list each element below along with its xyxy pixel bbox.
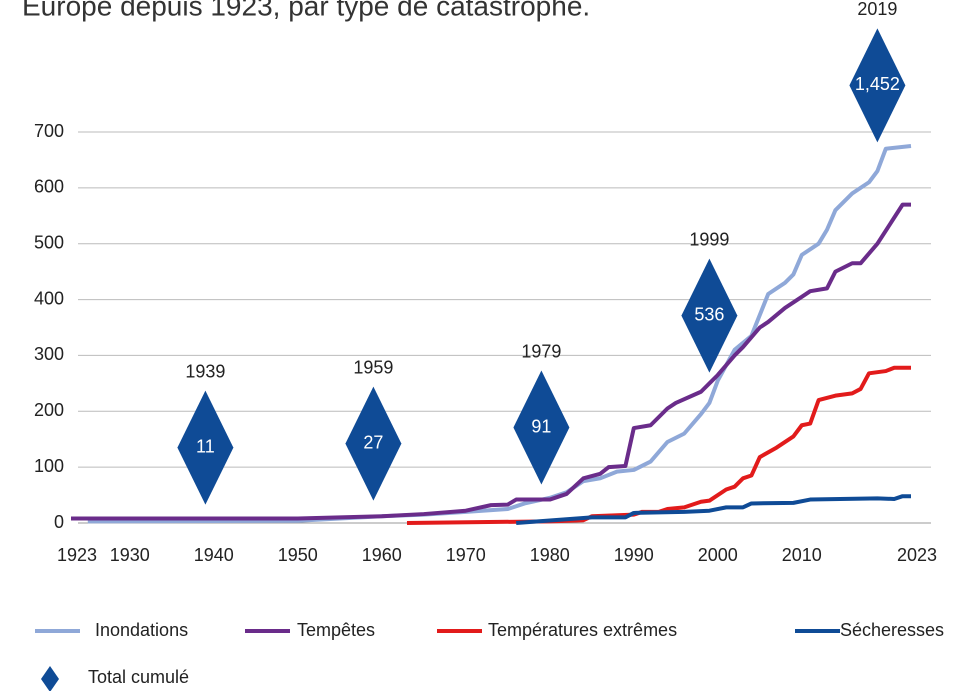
cumulative-year: 2019 (857, 0, 897, 19)
x-tick-label: 1980 (530, 545, 570, 565)
cumulative-year: 1979 (521, 341, 561, 361)
line-series (516, 494, 911, 525)
y-tick-label: 100 (34, 456, 64, 476)
x-tick-label: 1930 (110, 545, 150, 565)
legend-label: Inondations (95, 620, 188, 640)
x-tick-label: 2000 (698, 545, 738, 565)
cumulative-year: 1959 (353, 357, 393, 377)
chart-title: Europe depuis 1923, par type de catastro… (22, 0, 590, 21)
y-tick-label: 200 (34, 400, 64, 420)
legend-label: Tempêtes (297, 620, 375, 640)
cumulative-label: 536 (694, 304, 724, 324)
x-tick-label: 1923 (57, 545, 97, 565)
cumulative-diamond (177, 390, 234, 505)
x-tick-label: 1960 (362, 545, 402, 565)
y-tick-label: 400 (34, 288, 64, 308)
cumulative-diamond (345, 386, 402, 501)
cumulative-label: 1,452 (855, 74, 900, 94)
cumulative-diamond (513, 370, 570, 485)
y-tick-label: 600 (34, 177, 64, 197)
cumulative-label: 27 (363, 432, 383, 452)
x-tick-label: 1950 (278, 545, 318, 565)
x-tick-label: 1940 (194, 545, 234, 565)
cumulative-year: 1939 (185, 361, 225, 381)
cumulative-label: 11 (196, 436, 215, 456)
legend-swatch (41, 666, 59, 691)
cumulative-label: 91 (531, 416, 551, 436)
legend-label: Total cumulé (88, 667, 189, 687)
legend-label: Températures extrêmes (488, 620, 677, 640)
y-tick-label: 700 (34, 121, 64, 141)
cumulative-diamond (681, 258, 738, 373)
y-tick-label: 500 (34, 232, 64, 252)
y-tick-label: 300 (34, 344, 64, 364)
x-tick-label: 1970 (446, 545, 486, 565)
y-tick-label: 0 (54, 512, 64, 532)
x-tick-label: 1990 (614, 545, 654, 565)
line-series (71, 202, 911, 521)
line-series (87, 143, 912, 524)
x-tick-label: 2010 (782, 545, 822, 565)
x-tick-label: 2023 (897, 545, 937, 565)
cumulative-diamond (849, 28, 906, 143)
cumulative-year: 1999 (689, 229, 729, 249)
legend-label: Sécheresses (840, 620, 944, 640)
